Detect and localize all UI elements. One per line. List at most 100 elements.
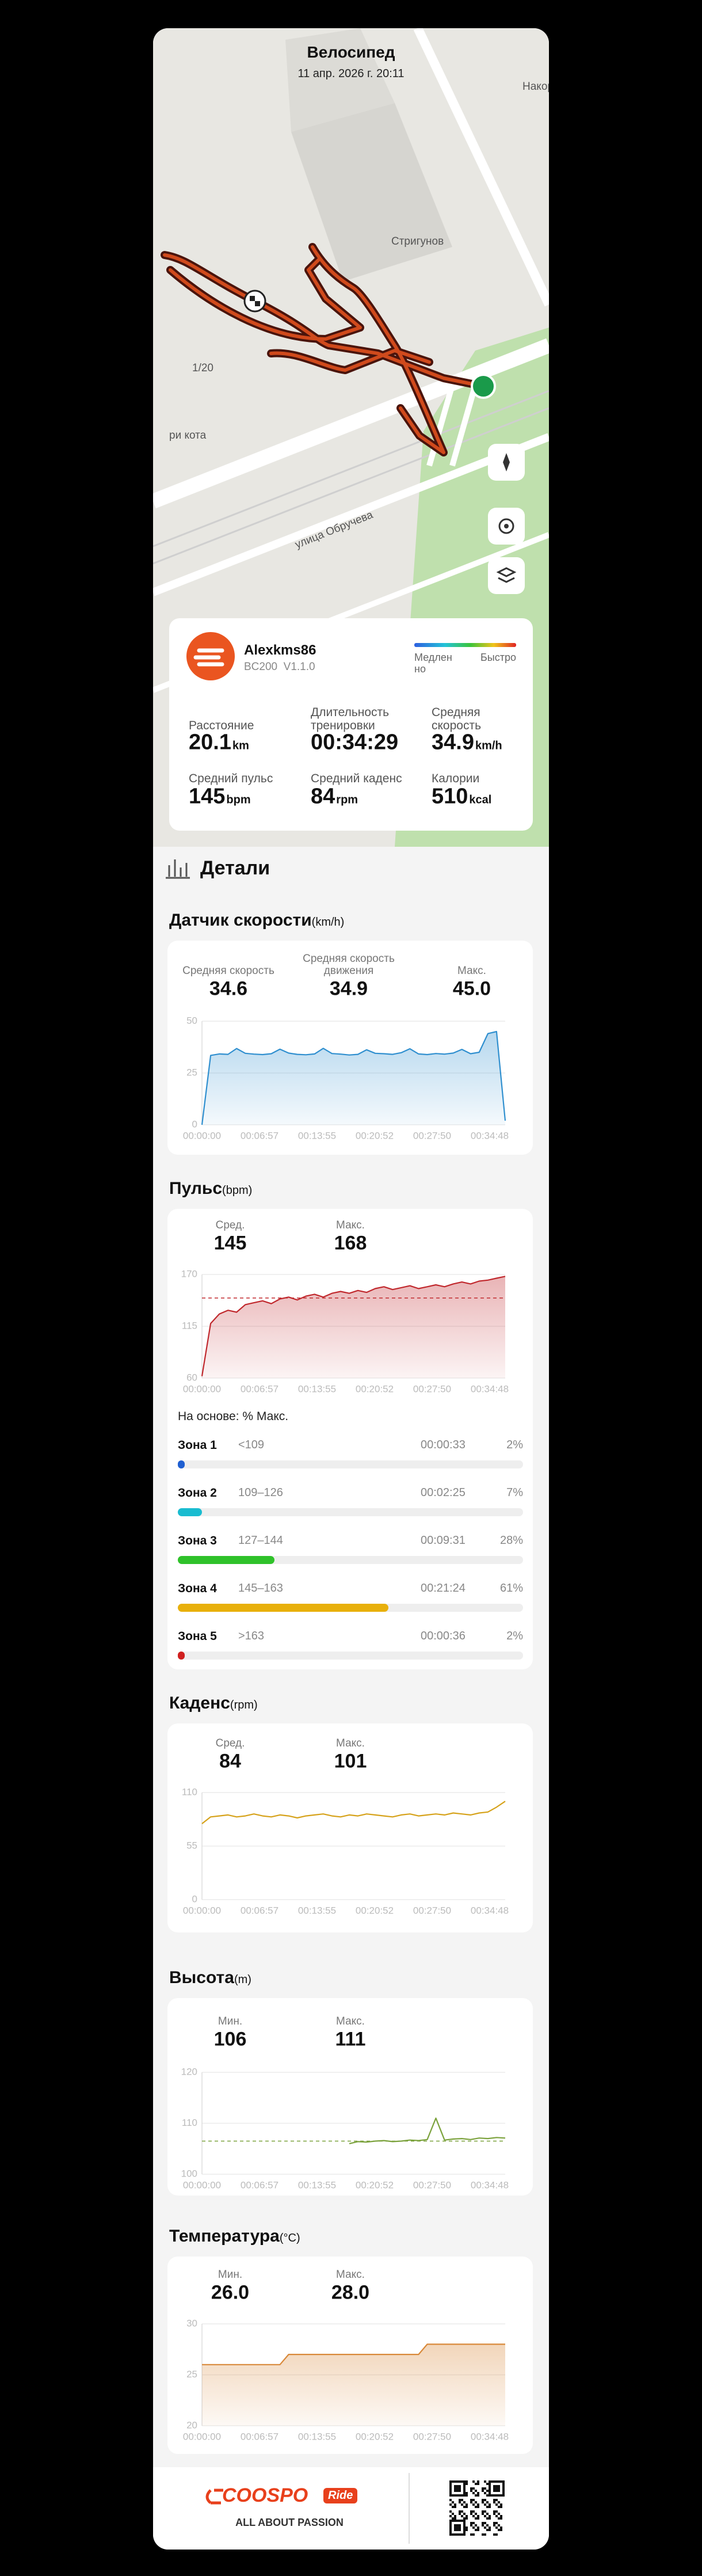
qr-cell: [502, 2483, 505, 2485]
qr-cell: [489, 2529, 491, 2531]
chart-card: Мин. 106 Макс. 111 100 110 120 00:00:00 00:06:57…: [167, 1998, 533, 2196]
qr-cell: [500, 2494, 502, 2497]
qr-cell: [459, 2480, 461, 2483]
qr-cell: [459, 2501, 461, 2503]
chart-stat-label: Средняя скорость: [182, 965, 274, 977]
zone-name: Зона 5: [178, 1630, 217, 1643]
chart-card: Сред. 84 Макс. 101 0 55 110 00:00:00 00:06:57 00:…: [167, 1723, 533, 1932]
chart-stat-value: 101: [334, 1750, 367, 1772]
chart-unit: (bpm): [222, 1184, 253, 1197]
chart-stat-label: Мин.: [218, 2015, 243, 2027]
summary-graphics: [186, 632, 516, 680]
qr-cell: [500, 2517, 502, 2520]
qr-cell: [495, 2515, 498, 2517]
x-tick-label: 00:27:50: [413, 1905, 451, 1916]
qr-cell: [502, 2480, 505, 2483]
locate-icon-dot: [504, 524, 509, 528]
qr-cell: [463, 2483, 466, 2485]
chart-stat-label: Макс.: [457, 965, 486, 977]
qr-cell: [472, 2480, 475, 2483]
stat-label: Средняя скорость: [432, 706, 482, 732]
qr-cell: [472, 2499, 475, 2501]
zone-bar: [178, 1508, 202, 1516]
qr-cell: [463, 2522, 466, 2524]
zone-percent: 7%: [506, 1486, 523, 1499]
qr-cell: [461, 2480, 463, 2483]
zone-range: 127–144: [238, 1534, 283, 1547]
qr-cell: [495, 2494, 498, 2497]
y-tick-label: 25: [186, 2369, 197, 2380]
map-road: [153, 433, 549, 596]
qr-cell: [449, 2520, 452, 2522]
chart-stat-value: 34.9: [329, 977, 368, 1000]
qr-cell: [466, 2515, 468, 2517]
stat-value: 510 kcal: [432, 784, 492, 809]
qr-cell: [486, 2490, 489, 2492]
qr-cell: [454, 2487, 456, 2490]
qr-cell: [498, 2513, 500, 2515]
chart-unit: (km/h): [311, 916, 345, 929]
qr-cell: [475, 2513, 477, 2515]
zone-range: <109: [238, 1439, 265, 1451]
brand-slogan: ALL ABOUT PASSION: [235, 2517, 344, 2528]
chart-stat-value: 145: [213, 1232, 247, 1254]
x-tick-label: 00:00:00: [183, 1383, 221, 1394]
qr-cell: [463, 2524, 466, 2526]
qr-cell: [495, 2503, 498, 2506]
layers-icon: [496, 567, 517, 583]
qr-cell: [449, 2492, 452, 2494]
qr-cell: [470, 2501, 472, 2503]
qr-cell: [486, 2529, 489, 2531]
qr-cell: [449, 2490, 452, 2492]
qr-cell: [459, 2490, 461, 2492]
map-road: [413, 28, 549, 307]
zone-track: [178, 1652, 523, 1660]
qr-cell: [475, 2490, 477, 2492]
qr-cell: [489, 2492, 491, 2494]
x-tick-label: 00:13:55: [298, 1905, 336, 1916]
chart-stat-value: 84: [219, 1750, 241, 1772]
y-tick-label: 30: [186, 2318, 197, 2328]
qr-cell: [449, 2531, 452, 2533]
qr-cell: [452, 2513, 454, 2515]
qr-cell: [466, 2526, 468, 2529]
qr-cell: [459, 2485, 461, 2487]
qr-cell: [466, 2494, 468, 2497]
end-marker: [471, 374, 496, 399]
qr-cell: [454, 2517, 456, 2520]
chart-stat-value: 111: [335, 2028, 366, 2050]
qr-cell: [498, 2506, 500, 2508]
qr-cell: [500, 2480, 502, 2483]
zone-time: 00:21:24: [421, 1582, 466, 1595]
qr-cell: [477, 2515, 479, 2517]
qr-cell: [461, 2510, 463, 2513]
qr-cell: [470, 2513, 472, 2515]
qr-cell: [475, 2524, 477, 2526]
qr-cell: [493, 2494, 495, 2497]
zone-name: Зона 3: [178, 1534, 217, 1547]
qr-cell: [484, 2499, 486, 2501]
chart-stat-value: 34.6: [209, 977, 248, 1000]
qr-cell: [489, 2526, 491, 2529]
qr-cell: [495, 2490, 498, 2492]
stat-label: Средний пульс: [189, 772, 273, 785]
qr-cell: [466, 2529, 468, 2531]
qr-cell: [449, 2494, 452, 2497]
x-tick-label: 00:27:50: [413, 1130, 451, 1141]
stat-value: 20.1 km: [189, 730, 249, 755]
qr-cell: [495, 2522, 498, 2524]
qr-cell: [461, 2515, 463, 2517]
qr-cell: [459, 2533, 461, 2536]
qr-cell: [500, 2526, 502, 2529]
chart-unit: (m): [234, 1973, 251, 1986]
zone-range: 109–126: [238, 1486, 283, 1499]
qr-cell: [484, 2533, 486, 2536]
x-tick-label: 00:27:50: [413, 2179, 451, 2190]
qr-cell: [454, 2520, 456, 2522]
qr-cell: [470, 2487, 472, 2490]
qr-cell: [461, 2503, 463, 2506]
qr-cell: [484, 2510, 486, 2513]
qr-cell: [466, 2503, 468, 2506]
legend-fast: Быстро: [480, 652, 516, 663]
